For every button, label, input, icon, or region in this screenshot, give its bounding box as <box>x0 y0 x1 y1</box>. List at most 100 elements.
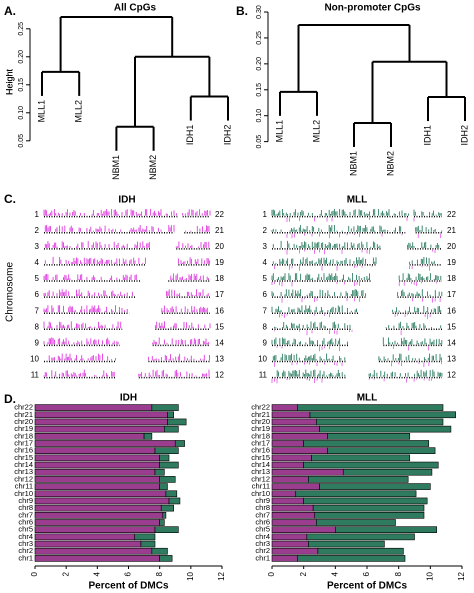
leaf-label: IDH1 <box>422 125 432 146</box>
y-tick-label: chr18 <box>14 431 33 440</box>
y-tick-label: chr14 <box>14 460 33 469</box>
y-tick-label: chr10 <box>251 489 270 498</box>
x-tick-label: 8 <box>394 571 403 576</box>
y-tick-label: chr20 <box>14 417 33 426</box>
methylation-track <box>271 378 323 384</box>
methylation-track <box>286 249 370 255</box>
bar-segment <box>271 468 344 476</box>
methylation-track <box>274 321 351 329</box>
bar-segment <box>271 547 319 555</box>
chart-title: IDH <box>120 393 137 404</box>
y-tick-label: chr13 <box>14 467 33 476</box>
methylation-track <box>407 241 440 248</box>
y-tick-label: chr20 <box>251 417 270 426</box>
bar-segment <box>319 425 452 433</box>
chromosome-label: 12 <box>447 371 456 380</box>
methylation-track <box>147 353 210 361</box>
y-tick-label: chr19 <box>14 424 33 433</box>
bar-segment <box>271 454 312 462</box>
methylation-track <box>397 289 443 297</box>
bar-segment <box>297 555 406 562</box>
x-tick-label: 0 <box>267 571 276 576</box>
bar-segment <box>308 540 385 548</box>
methylation-track <box>415 225 443 232</box>
bar-segment <box>316 418 444 426</box>
bar-segment <box>314 512 425 519</box>
y-tick-label: chr21 <box>251 410 270 419</box>
bar-segment <box>271 533 308 541</box>
leaf-label: NBM1 <box>348 151 358 176</box>
bar-segment <box>34 540 142 548</box>
bar-segment <box>342 468 433 476</box>
bar-segment <box>34 447 156 454</box>
chromosome-label: 1 <box>35 210 40 219</box>
methylation-track <box>385 321 442 329</box>
methylation-track <box>272 353 346 361</box>
leaf-label: MLL2 <box>311 120 321 143</box>
methylation-track <box>271 282 360 287</box>
bar-segment <box>143 433 153 440</box>
chromosome-label: 10 <box>258 355 267 364</box>
bar-segment <box>308 476 409 483</box>
methylation-track <box>161 305 208 313</box>
bar-segment <box>34 468 156 476</box>
methylation-track <box>274 362 343 367</box>
y-tick-label: chr14 <box>251 460 270 469</box>
chromosome-label: 11 <box>259 371 268 380</box>
leaf-label: NBM2 <box>385 151 395 176</box>
bar-segment <box>271 404 298 411</box>
bar-segment <box>271 526 336 533</box>
methylation-track <box>138 369 210 377</box>
bar-segment <box>271 411 311 419</box>
chromosome-label: 8 <box>35 322 40 331</box>
bar-segment <box>162 512 167 519</box>
x-tick-label: 2 <box>61 571 70 576</box>
methylation-track <box>394 314 431 320</box>
bar-segment <box>319 483 431 490</box>
bar-segment <box>303 440 430 447</box>
methylation-track <box>166 289 209 297</box>
leaf-label: NBM1 <box>111 155 121 180</box>
bar-segment <box>303 461 439 469</box>
chart-title: MLL <box>347 195 368 206</box>
chart-title: MLL <box>357 393 378 404</box>
bar-segment <box>271 425 320 433</box>
bar-segment <box>167 418 187 426</box>
y-tick-label: chr15 <box>14 453 33 462</box>
bar-segment <box>316 519 396 526</box>
bar-segment <box>164 425 179 433</box>
y-tick-label: chr2 <box>18 546 33 555</box>
y-tick-label: 0.25 <box>18 22 25 36</box>
chromosome-label: 2 <box>263 226 268 235</box>
y-tick-label: chr11 <box>252 482 270 491</box>
chromosome-label: 5 <box>35 274 40 283</box>
x-tick-label: 0 <box>30 571 39 576</box>
x-axis-label: Percent of DMCs <box>88 581 168 592</box>
bar-segment <box>151 404 179 411</box>
y-tick-label: chr3 <box>255 539 270 548</box>
bar-segment <box>154 468 165 476</box>
methylation-track <box>398 273 442 281</box>
bar-segment <box>134 533 156 541</box>
bar-segment <box>271 519 317 526</box>
bar-segment <box>34 519 160 526</box>
x-tick-label: 6 <box>124 571 133 576</box>
methylation-track <box>272 257 377 264</box>
bar-segment <box>140 540 156 548</box>
methylation-track <box>43 337 119 345</box>
y-tick-label: chr5 <box>255 525 270 534</box>
y-tick-label: chr19 <box>251 424 270 433</box>
x-tick-label: 8 <box>155 571 164 576</box>
methylation-track <box>175 241 210 248</box>
bar-segment <box>271 483 320 490</box>
methylation-track <box>368 378 432 383</box>
x-axis-label: Percent of DMCs <box>327 581 407 592</box>
y-tick-label: chr8 <box>18 503 33 512</box>
bar-segment <box>297 404 444 411</box>
methylation-track <box>391 362 442 368</box>
y-tick-label: chr15 <box>251 453 270 462</box>
bar-segment <box>34 454 160 462</box>
bar-segment <box>271 497 304 505</box>
x-tick-label: 12 <box>457 571 466 580</box>
methylation-track <box>271 289 367 297</box>
